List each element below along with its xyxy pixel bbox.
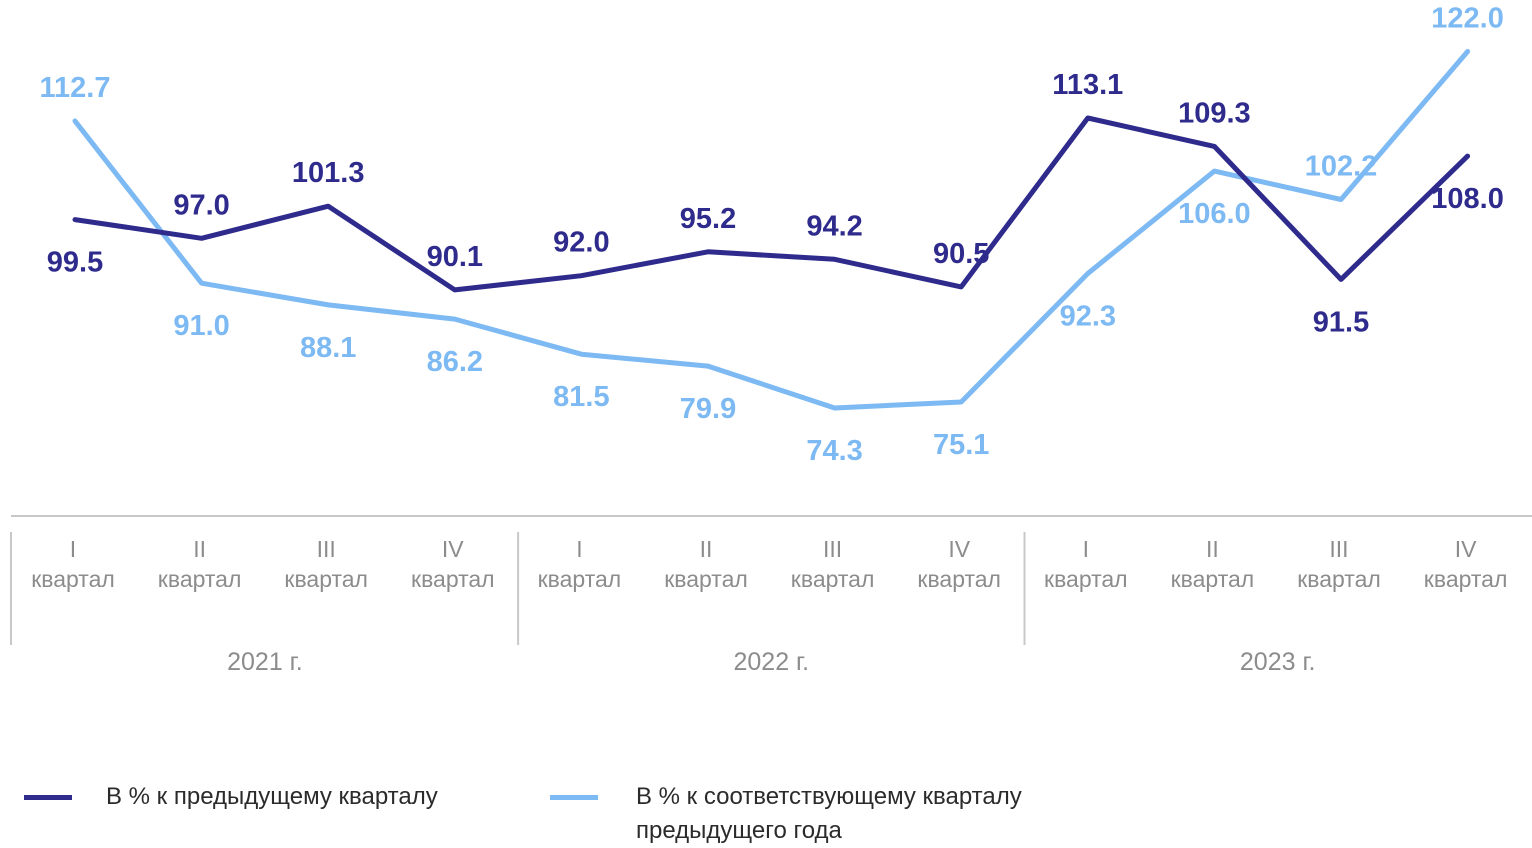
x-tick-quarter-10: III xyxy=(1329,536,1348,562)
data-label-s1-5: 79.9 xyxy=(680,393,736,425)
data-label-s0-5: 95.2 xyxy=(680,203,736,235)
data-label-s1-1: 91.0 xyxy=(173,310,229,342)
x-tick-quarter-word-3: квартал xyxy=(411,566,495,592)
data-label-s1-7: 75.1 xyxy=(933,429,989,461)
x-tick-quarter-9: II xyxy=(1206,536,1219,562)
data-label-s0-4: 92.0 xyxy=(553,227,609,259)
x-tick-quarter-word-5: квартал xyxy=(664,566,748,592)
data-label-s1-2: 88.1 xyxy=(300,332,356,364)
data-label-s0-6: 94.2 xyxy=(806,210,862,242)
x-tick-quarter-word-0: квартал xyxy=(31,566,115,592)
data-label-s1-3: 86.2 xyxy=(427,346,483,378)
data-label-s0-0: 99.5 xyxy=(47,247,103,279)
x-tick-quarter-word-1: квартал xyxy=(158,566,242,592)
x-tick-quarter-word-9: квартал xyxy=(1171,566,1255,592)
legend-label-yoy: В % к соответствующему кварталу предыдущ… xyxy=(636,783,1022,844)
x-tick-quarter-1: II xyxy=(193,536,206,562)
x-tick-quarter-word-7: квартал xyxy=(917,566,1001,592)
line-chart: 99.5 97.0 101.3 90.1 92.0 95.2 94.2 90.5 113.1 10… xyxy=(10,2,1532,676)
x-tick-quarter-3: IV xyxy=(442,536,464,562)
x-tick-quarter-0: I xyxy=(70,536,76,562)
x-tick-quarter-8: I xyxy=(1083,536,1089,562)
x-tick-quarter-11: IV xyxy=(1455,536,1477,562)
legend-swatch-qoq xyxy=(24,795,72,800)
data-label-s1-9: 106.0 xyxy=(1178,198,1251,230)
data-label-s0-11: 108.0 xyxy=(1431,183,1504,215)
series-line-1 xyxy=(72,49,1471,411)
x-tick-quarter-word-10: квартал xyxy=(1297,566,1381,592)
data-label-s1-4: 81.5 xyxy=(553,381,609,413)
x-tick-quarter-6: III xyxy=(823,536,842,562)
series-layer xyxy=(72,49,1471,411)
data-label-s1-6: 74.3 xyxy=(806,435,862,467)
x-tick-quarter-word-6: квартал xyxy=(791,566,875,592)
data-label-s1-8: 92.3 xyxy=(1060,300,1116,332)
series-line-0 xyxy=(72,115,1471,293)
x-tick-quarter-7: IV xyxy=(948,536,970,562)
x-year-label-2: 2023 г. xyxy=(1240,648,1316,676)
data-label-s1-0: 112.7 xyxy=(40,72,111,104)
x-axis: IкварталIIкварталIIIкварталIVкварталIква… xyxy=(10,532,1508,676)
data-label-s0-10: 91.5 xyxy=(1313,306,1369,338)
x-year-label-0: 2021 г. xyxy=(227,648,303,676)
data-labels: 99.5 97.0 101.3 90.1 92.0 95.2 94.2 90.5 113.1 10… xyxy=(40,2,1504,467)
legend-swatch-yoy xyxy=(550,795,598,800)
data-label-s0-9: 109.3 xyxy=(1178,97,1251,129)
legend-label-qoq: В % к предыдущему кварталу xyxy=(106,783,438,810)
x-tick-quarter-2: III xyxy=(317,536,336,562)
x-tick-quarter-5: II xyxy=(700,536,713,562)
data-label-s1-10: 102.2 xyxy=(1305,150,1378,182)
x-tick-quarter-word-8: квартал xyxy=(1044,566,1128,592)
x-tick-quarter-word-4: квартал xyxy=(538,566,622,592)
data-label-s0-3: 90.1 xyxy=(427,241,483,273)
data-label-s1-11: 122.0 xyxy=(1431,2,1504,34)
data-label-s0-2: 101.3 xyxy=(292,157,365,189)
x-tick-quarter-word-2: квартал xyxy=(284,566,368,592)
x-year-label-1: 2022 г. xyxy=(734,648,810,676)
data-label-s0-1: 97.0 xyxy=(173,189,229,221)
data-label-s0-7: 90.5 xyxy=(933,238,989,270)
x-tick-quarter-word-11: квартал xyxy=(1424,566,1508,592)
x-tick-quarter-4: I xyxy=(576,536,582,562)
data-label-s0-8: 113.1 xyxy=(1052,69,1123,101)
